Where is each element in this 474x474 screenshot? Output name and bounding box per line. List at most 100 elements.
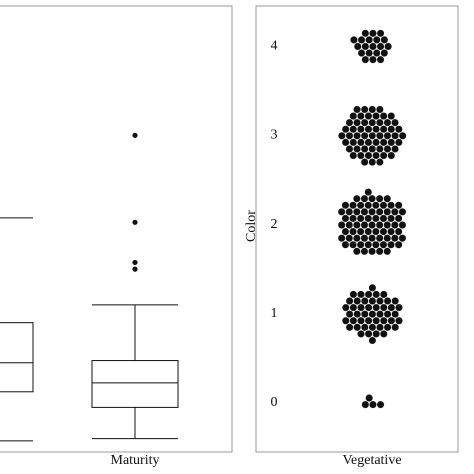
dot	[364, 316, 373, 325]
dot	[360, 234, 369, 243]
dot	[387, 214, 395, 223]
dot	[349, 240, 357, 249]
dot	[371, 240, 380, 249]
dot	[376, 42, 385, 51]
dot	[379, 227, 388, 236]
dot	[349, 227, 357, 236]
dot	[337, 234, 346, 243]
dot	[395, 316, 403, 325]
dot	[368, 105, 377, 114]
dot	[383, 234, 392, 243]
dot	[345, 131, 354, 140]
dot	[353, 118, 361, 127]
dot	[350, 35, 358, 44]
dot	[372, 138, 380, 147]
dot	[394, 201, 403, 210]
dot	[357, 35, 366, 44]
dot	[368, 297, 377, 305]
dot	[376, 400, 385, 409]
dot	[360, 131, 369, 140]
dot	[356, 151, 365, 160]
dot	[391, 310, 400, 319]
dot	[353, 310, 362, 319]
dot	[364, 151, 373, 160]
dot	[352, 247, 361, 256]
dot	[383, 297, 392, 305]
y-tick-label: 3	[271, 128, 278, 143]
dot	[360, 145, 369, 153]
dot	[337, 221, 346, 229]
dot	[369, 400, 377, 409]
dot	[372, 49, 381, 57]
dot	[379, 303, 388, 312]
dot	[372, 35, 381, 44]
dot	[368, 207, 376, 216]
dot	[379, 316, 388, 325]
dot	[337, 131, 346, 140]
dot	[375, 194, 384, 203]
dot	[364, 227, 373, 236]
dot	[349, 290, 358, 299]
dot	[356, 125, 365, 134]
dot	[369, 42, 377, 51]
dot	[360, 297, 369, 305]
x-tick-label: Maturity	[111, 453, 160, 468]
box	[91, 360, 179, 408]
dot	[368, 234, 376, 243]
dot	[375, 247, 384, 256]
dot	[375, 221, 384, 229]
dot-cluster	[337, 105, 407, 167]
dot	[383, 247, 392, 256]
dot	[361, 55, 370, 64]
outlier	[132, 259, 138, 266]
dot	[394, 240, 403, 249]
dot	[360, 105, 369, 114]
y-tick-label: 4	[271, 38, 278, 53]
dot	[372, 329, 381, 338]
dot	[391, 118, 399, 127]
dot	[360, 194, 369, 203]
dot	[360, 323, 369, 332]
dot	[353, 297, 362, 305]
dot	[353, 145, 361, 153]
dot	[349, 316, 358, 325]
dot	[353, 42, 362, 51]
dot	[353, 323, 362, 332]
dot	[375, 234, 384, 243]
dot	[379, 290, 388, 299]
dot	[387, 138, 396, 147]
dot	[356, 227, 365, 236]
dot	[369, 55, 377, 64]
dot	[391, 297, 400, 305]
dot-cluster	[341, 283, 403, 345]
dot	[341, 240, 350, 249]
dot-cluster	[337, 188, 407, 256]
y-tick-label: 0	[271, 395, 278, 410]
dot	[398, 207, 407, 216]
dot	[369, 29, 377, 38]
dot	[345, 118, 354, 127]
dot	[368, 145, 377, 153]
dot	[353, 105, 361, 114]
dot	[357, 303, 365, 312]
dot	[364, 214, 373, 223]
dot	[349, 138, 358, 147]
dot	[368, 131, 377, 140]
dot	[337, 207, 346, 216]
dot	[379, 112, 388, 120]
dot	[387, 112, 396, 120]
dot	[375, 118, 384, 127]
dot	[345, 310, 354, 319]
outlier	[132, 132, 138, 138]
dot	[368, 247, 376, 256]
dot	[352, 207, 361, 216]
dot	[372, 112, 380, 120]
dot	[356, 214, 365, 223]
dot	[365, 35, 374, 44]
dot	[383, 221, 392, 229]
dot	[357, 49, 366, 57]
panel-frame	[255, 5, 459, 453]
dot	[345, 323, 354, 332]
dot	[375, 158, 384, 167]
